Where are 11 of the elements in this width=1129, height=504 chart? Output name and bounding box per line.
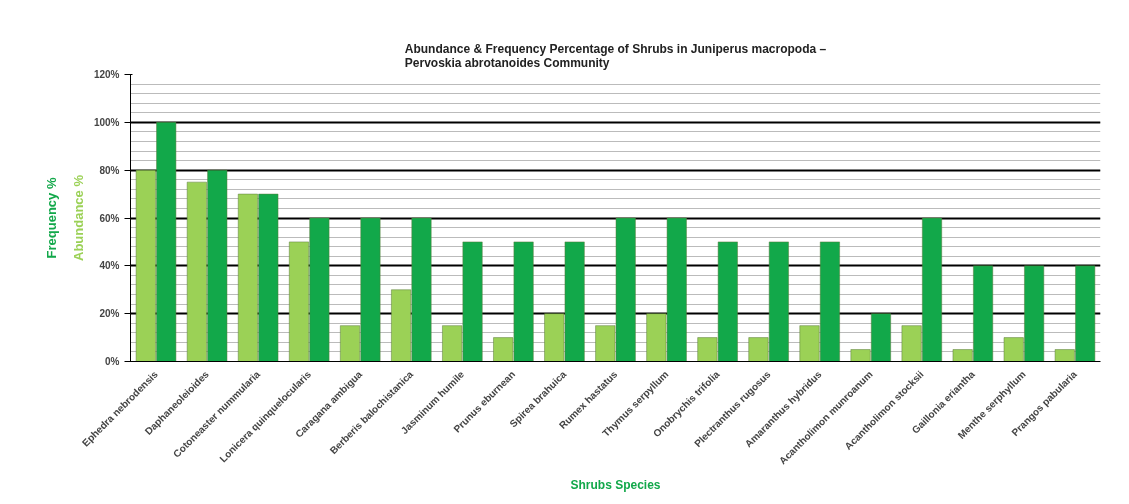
chart-title: Abundance & Frequency Percentage of Shrubs in Juniperus macropoda – Pervoskia abrotanoides Community [404,41,827,70]
y-tick-label: 40% [99,260,120,272]
y-tick-label: 120% [93,69,120,80]
text: Frequency % [43,177,59,259]
y-tick-label: 0% [105,356,120,367]
text: Abundance % [70,174,86,261]
y-tick-label: 20% [99,308,120,320]
y-tick-label: 80% [99,164,120,176]
y-tick-label: 100% [93,116,120,128]
y-tick-label: 60% [99,212,120,224]
x-axis-title: Shrubs Species [570,478,661,493]
